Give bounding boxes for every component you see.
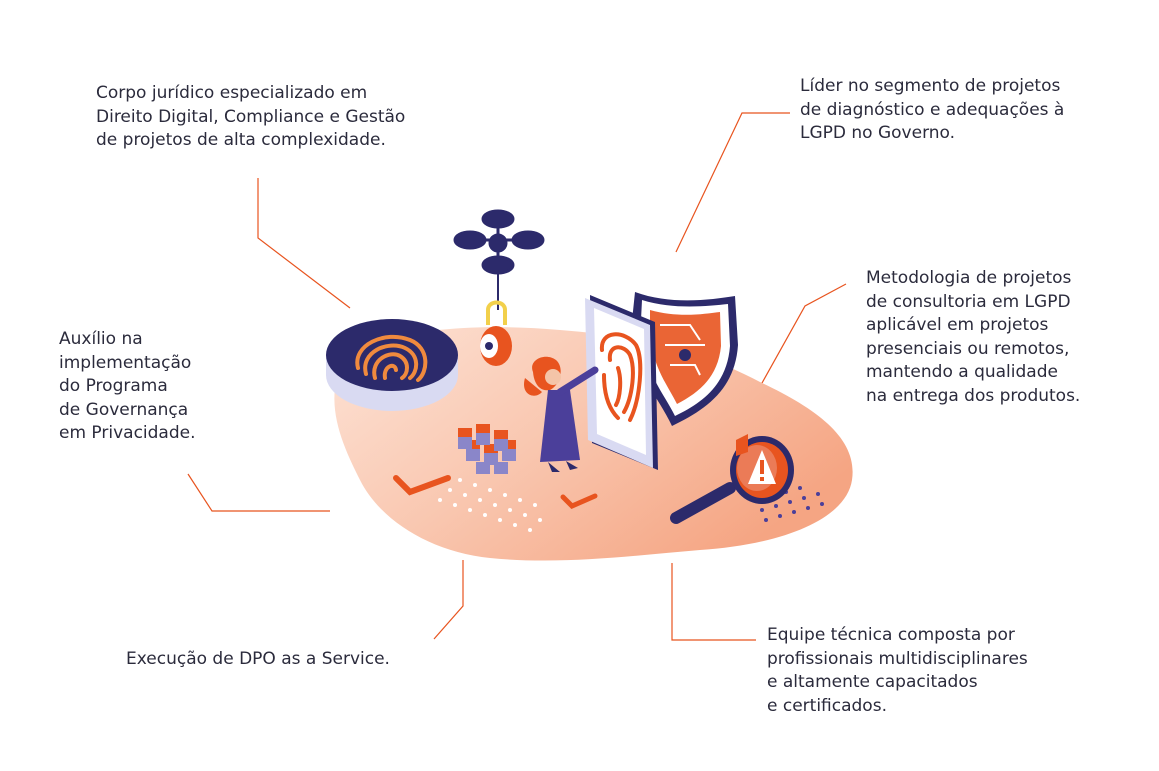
label-lgpd-leader: Líder no segmento de projetos de diagnós… [800, 76, 1065, 143]
connector-mid-right [756, 283, 847, 393]
checkmark-icon [393, 475, 451, 496]
fingerprint-disc [326, 319, 458, 411]
label-technical-team: Equipe técnica composta por profissionai… [767, 625, 1028, 716]
magnifier-icon [670, 436, 794, 524]
person-icon [523, 356, 599, 472]
dot-grid-left [438, 478, 542, 532]
connector-bottom-right [671, 563, 756, 641]
drone-icon [453, 209, 545, 310]
tablet-icon [585, 295, 658, 470]
label-consulting-methodology: Metodologia de projetos de consultoria e… [866, 268, 1081, 406]
connector-top-left [257, 178, 351, 309]
fingerprint-icon [355, 334, 428, 382]
shield-icon [630, 292, 738, 426]
warning-icon [748, 450, 776, 484]
orange-flag-icon [736, 434, 748, 456]
connector-top-right [675, 112, 790, 253]
tablet-fingerprint-icon [599, 332, 643, 422]
label-legal-team: Corpo jurídico especializado em Direito … [96, 83, 406, 150]
checkmark-icon-small [560, 493, 598, 509]
connector-bottom-left [433, 560, 464, 640]
connector-lines [187, 112, 847, 641]
padlock-icon [480, 300, 512, 366]
label-governance-program: Auxílio na implementação do Programa de … [59, 329, 196, 443]
connector-mid-left [187, 473, 330, 512]
label-dpo-service: Execução de DPO as a Service. [126, 649, 390, 669]
server-blocks-icon [458, 424, 516, 474]
